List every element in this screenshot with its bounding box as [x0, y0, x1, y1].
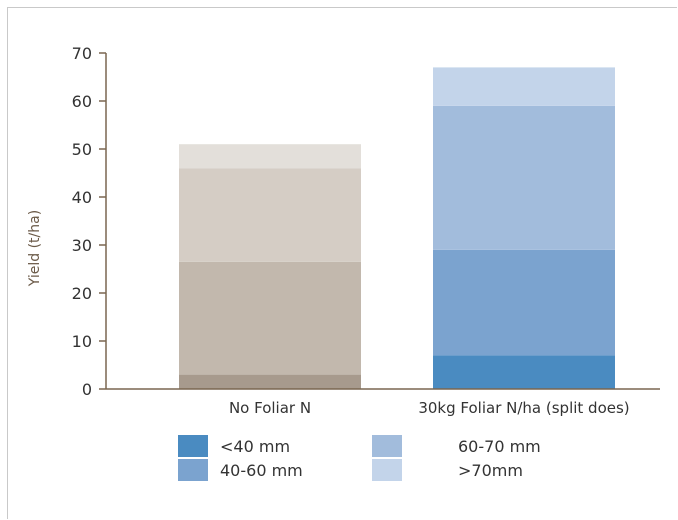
y-tick-label: 60: [72, 92, 92, 111]
legend-swatch: [372, 459, 402, 481]
y-tick-label: 0: [82, 380, 92, 399]
legend-swatch: [178, 435, 208, 457]
bar-segment-1-3: [179, 168, 361, 262]
y-tick-label: 30: [72, 236, 92, 255]
y-tick-label: 40: [72, 188, 92, 207]
bar-segment-1-4: [179, 144, 361, 169]
legend-label: >70mm: [458, 461, 523, 480]
legend-label: <40 mm: [220, 437, 290, 456]
x-category-label: No Foliar N: [229, 399, 311, 417]
bar-segment-2-1: [433, 355, 615, 389]
bar-segment-1-1: [179, 374, 361, 389]
y-tick-label: 50: [72, 140, 92, 159]
y-tick-label: 20: [72, 284, 92, 303]
y-tick-label: 10: [72, 332, 92, 351]
bar-segment-2-3: [433, 105, 615, 250]
axes-group: [99, 52, 660, 390]
x-tick-labels: No Foliar N 30kg Foliar N/ha (split does): [229, 399, 630, 417]
chart-frame: [7, 7, 677, 519]
y-tick-labels: 0 10 20 30 40 50 60 70: [72, 44, 92, 399]
legend-label: 60-70 mm: [458, 437, 541, 456]
bar-segment-1-2: [179, 261, 361, 375]
y-tick-label: 70: [72, 44, 92, 63]
legend-label: 40-60 mm: [220, 461, 303, 480]
x-category-label: 30kg Foliar N/ha (split does): [418, 399, 629, 417]
y-axis-label: Yield (t/ha): [27, 210, 43, 287]
legend-swatch: [372, 435, 402, 457]
legend-swatch: [178, 459, 208, 481]
legend: <40 mm 40-60 mm 60-70 mm >70mm: [178, 435, 541, 481]
bar-segment-2-4: [433, 67, 615, 106]
bars-group: [179, 67, 615, 389]
bar-segment-2-2: [433, 249, 615, 356]
